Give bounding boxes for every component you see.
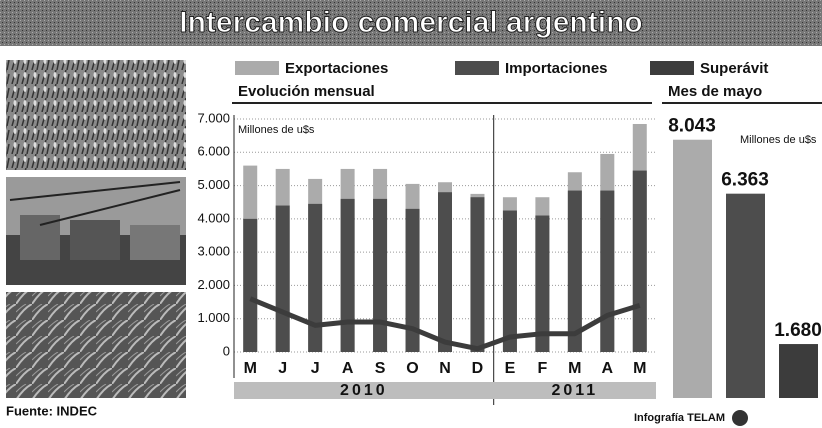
x-tick-label: O — [406, 360, 418, 377]
y-tick-label: 2.000 — [197, 277, 230, 292]
legend-label: Superávit — [700, 60, 768, 77]
photo-tobacco — [6, 292, 186, 398]
x-tick-label: F — [537, 360, 547, 377]
year-label: 2010 — [340, 382, 388, 399]
title: Intercambio comercial argentino — [179, 6, 642, 39]
unit: Millones de u$s — [238, 124, 315, 136]
x-tick-label: A — [342, 360, 354, 377]
bar — [438, 192, 452, 352]
y-tick-label: 4.000 — [197, 210, 230, 225]
subtitle: Mes de mayo — [668, 83, 762, 100]
bar — [726, 194, 765, 398]
bar — [470, 197, 484, 352]
legend-swatch — [455, 61, 499, 75]
bar — [503, 211, 517, 352]
value-label: 1.680 — [774, 320, 822, 341]
y-tick-label: 6.000 — [197, 144, 230, 159]
y-tick-label: 7.000 — [197, 110, 230, 125]
x-tick-label: M — [568, 360, 581, 377]
x-tick-label: S — [375, 360, 386, 377]
x-tick-label: J — [278, 360, 287, 377]
source: Fuente: INDEC — [6, 403, 98, 418]
y-tick-label: 0 — [223, 343, 230, 358]
value-label: 6.363 — [721, 170, 769, 191]
year-label: 2011 — [551, 382, 598, 399]
logo — [732, 410, 748, 426]
bar — [568, 191, 582, 352]
legend-label: Importaciones — [505, 60, 608, 77]
bar — [673, 140, 712, 398]
y-tick-label: 5.000 — [197, 177, 230, 192]
x-tick-label: J — [311, 360, 320, 377]
value-label: 8.043 — [668, 116, 716, 137]
y-tick-label: 3.000 — [197, 244, 230, 259]
photo-port — [6, 177, 186, 285]
x-tick-label: E — [505, 360, 516, 377]
subtitle: Evolución mensual — [238, 83, 375, 100]
bar — [341, 199, 355, 352]
bar — [308, 204, 322, 352]
bar — [600, 191, 614, 352]
credit: Infografía TELAM — [634, 412, 725, 424]
x-tick-label: M — [633, 360, 646, 377]
y-tick-label: 1.000 — [197, 310, 230, 325]
photo-wheat — [6, 60, 186, 170]
x-tick-label: D — [472, 360, 484, 377]
bar — [373, 199, 387, 352]
x-tick-label: A — [602, 360, 614, 377]
legend-swatch — [235, 61, 279, 75]
bar — [243, 219, 257, 352]
x-tick-label: M — [244, 360, 257, 377]
bar — [779, 344, 818, 398]
legend-label: Exportaciones — [285, 60, 388, 77]
bar — [276, 206, 290, 352]
unit: Millones de u$s — [740, 134, 817, 146]
legend-swatch — [650, 61, 694, 75]
x-tick-label: N — [439, 360, 451, 377]
bar — [633, 171, 647, 352]
infographic: Intercambio comercial argentino Fuente: … — [0, 0, 822, 428]
